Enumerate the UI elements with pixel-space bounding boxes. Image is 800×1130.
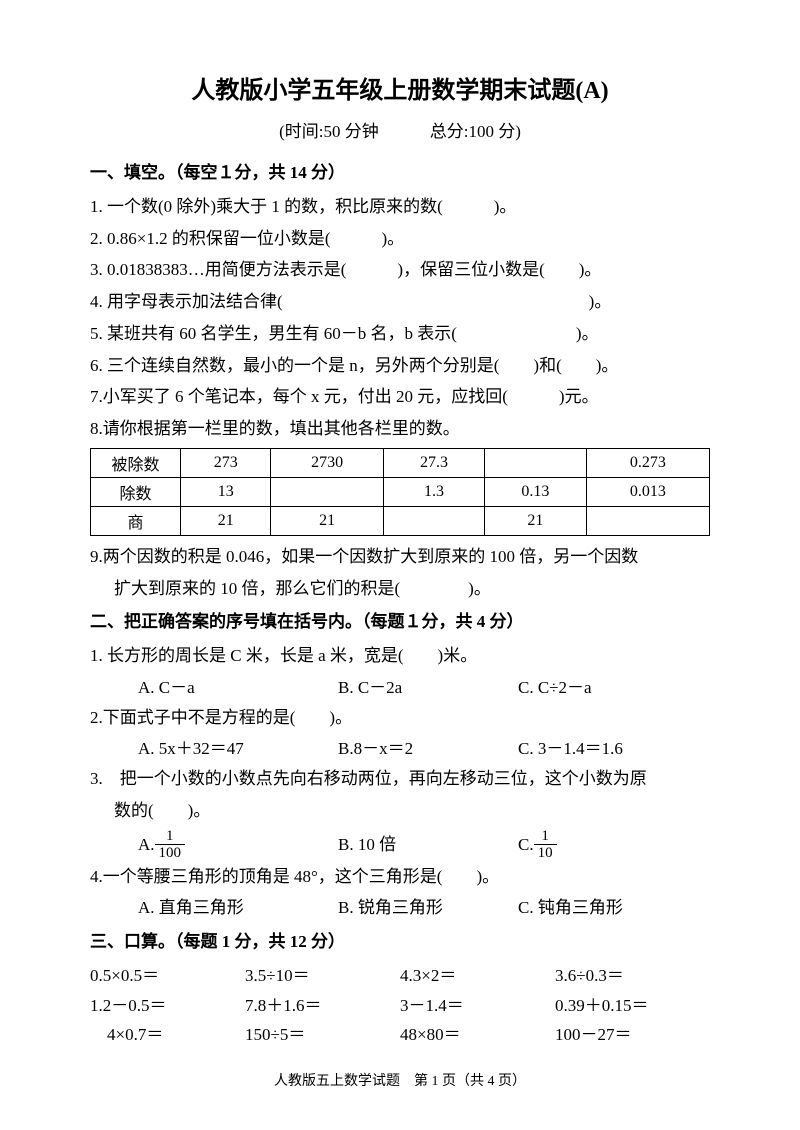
calc-row-1: 0.5×0.5＝ 3.5÷10＝ 4.3×2＝ 3.6÷0.3＝ [90, 961, 710, 991]
q1-9a: 9.两个因数的积是 0.046，如果一个因数扩大到原来的 100 倍，另一个因数 [90, 542, 710, 572]
option-c: C. 1 10 [518, 828, 668, 862]
fraction: 1 10 [534, 828, 557, 862]
section-1-header: 一、填空。（每空１分，共 14 分） [90, 158, 710, 188]
calc-item: 150÷5＝ [245, 1020, 400, 1050]
page-subtitle: (时间:50 分钟 总分:100 分) [90, 117, 710, 142]
division-table: 被除数 273 2730 27.3 0.273 除数 13 1.3 0.13 0… [90, 448, 710, 536]
q1-2: 2. 0.86×1.2 的积保留一位小数是( )。 [90, 224, 710, 254]
q2-2-options: A. 5x＋32＝47 B.8－x＝2 C. 3－1.4＝1.6 [90, 734, 710, 764]
cell: 除数 [91, 477, 181, 506]
calc-item: 7.8＋1.6＝ [245, 991, 400, 1021]
cell: 0.273 [586, 448, 709, 477]
q2-3-options: A. 1 100 B. 10 倍 C. 1 10 [90, 828, 710, 862]
q2-3a: 3. 把一个小数的小数点先向右移动两位，再向左移动三位，这个小数为原 [90, 764, 710, 794]
option-b: B. C－2a [338, 673, 518, 703]
section-3-header: 三、口算。（每题 1 分，共 12 分） [90, 927, 710, 957]
q1-8: 8.请你根据第一栏里的数，填出其他各栏里的数。 [90, 414, 710, 444]
calc-item: 0.5×0.5＝ [90, 961, 245, 991]
cell: 21 [271, 506, 383, 535]
q2-1-options: A. C－a B. C－2a C. C÷2－a [90, 673, 710, 703]
option-a: A. 5x＋32＝47 [138, 734, 338, 764]
option-a: A. 1 100 [138, 828, 338, 862]
cell [271, 477, 383, 506]
numerator: 1 [534, 828, 557, 846]
option-c: C. 钝角三角形 [518, 893, 668, 923]
calc-row-3: 4×0.7＝ 150÷5＝ 48×80＝ 100－27＝ [90, 1020, 710, 1050]
cell: 0.013 [586, 477, 709, 506]
option-b: B. 10 倍 [338, 830, 518, 860]
q1-3: 3. 0.01838383…用简便方法表示是( )，保留三位小数是( )。 [90, 255, 710, 285]
section-2-header: 二、把正确答案的序号填在括号内。（每题１分，共 4 分） [90, 607, 710, 637]
option-b: B. 锐角三角形 [338, 893, 518, 923]
q1-9b: 扩大到原来的 10 倍，那么它们的积是( )。 [90, 574, 710, 604]
table-row: 商 21 21 21 [91, 506, 710, 535]
cell: 273 [181, 448, 271, 477]
calc-row-2: 1.2－0.5＝ 7.8＋1.6＝ 3－1.4＝ 0.39＋0.15＝ [90, 991, 710, 1021]
option-c: C. 3－1.4＝1.6 [518, 734, 668, 764]
q1-4: 4. 用字母表示加法结合律( )。 [90, 287, 710, 317]
cell: 被除数 [91, 448, 181, 477]
option-b: B.8－x＝2 [338, 734, 518, 764]
page-title: 人教版小学五年级上册数学期末试题(A) [90, 70, 710, 105]
cell: 27.3 [383, 448, 484, 477]
calc-item: 3.5÷10＝ [245, 961, 400, 991]
option-label: C. [518, 830, 534, 860]
calc-item: 4×0.7＝ [90, 1020, 245, 1050]
table-row: 除数 13 1.3 0.13 0.013 [91, 477, 710, 506]
calc-item: 3.6÷0.3＝ [555, 961, 710, 991]
calc-item: 0.39＋0.15＝ [555, 991, 710, 1021]
numerator: 1 [155, 828, 186, 846]
calc-item: 3－1.4＝ [400, 991, 555, 1021]
cell: 2730 [271, 448, 383, 477]
q2-4: 4.一个等腰三角形的顶角是 48°，这个三角形是( )。 [90, 862, 710, 892]
table-row: 被除数 273 2730 27.3 0.273 [91, 448, 710, 477]
calc-item: 100－27＝ [555, 1020, 710, 1050]
cell: 0.13 [485, 477, 586, 506]
q2-1: 1. 长方形的周长是 C 米，长是 a 米，宽是( )米。 [90, 641, 710, 671]
denominator: 100 [155, 845, 186, 862]
q1-1: 1. 一个数(0 除外)乘大于 1 的数，积比原来的数( )。 [90, 192, 710, 222]
cell [383, 506, 484, 535]
q1-7: 7.小军买了 6 个笔记本，每个 x 元，付出 20 元，应找回( )元。 [90, 382, 710, 412]
cell [485, 448, 586, 477]
q2-4-options: A. 直角三角形 B. 锐角三角形 C. 钝角三角形 [90, 893, 710, 923]
cell: 21 [181, 506, 271, 535]
calc-item: 48×80＝ [400, 1020, 555, 1050]
cell: 13 [181, 477, 271, 506]
page-footer: 人教版五上数学试题 第 1 页（共 4 页） [0, 1070, 800, 1090]
fraction: 1 100 [155, 828, 186, 862]
cell [586, 506, 709, 535]
option-label: A. [138, 830, 155, 860]
cell: 21 [485, 506, 586, 535]
option-a: A. C－a [138, 673, 338, 703]
calc-item: 4.3×2＝ [400, 961, 555, 991]
q2-2: 2.下面式子中不是方程的是( )。 [90, 703, 710, 733]
q1-6: 6. 三个连续自然数，最小的一个是 n，另外两个分别是( )和( )。 [90, 351, 710, 381]
q2-3b: 数的( )。 [90, 796, 710, 826]
cell: 1.3 [383, 477, 484, 506]
q1-5: 5. 某班共有 60 名学生，男生有 60－b 名，b 表示( )。 [90, 319, 710, 349]
cell: 商 [91, 506, 181, 535]
option-a: A. 直角三角形 [138, 893, 338, 923]
denominator: 10 [534, 845, 557, 862]
calc-item: 1.2－0.5＝ [90, 991, 245, 1021]
option-c: C. C÷2－a [518, 673, 668, 703]
